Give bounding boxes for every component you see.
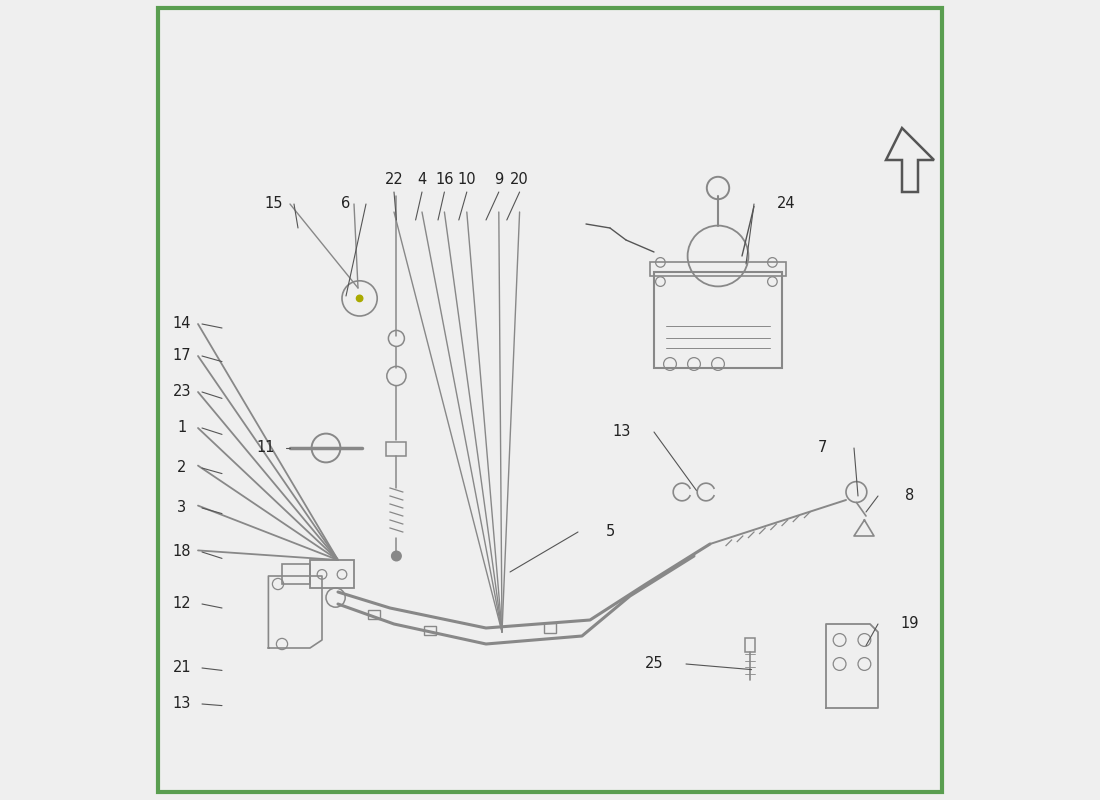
- Bar: [367, 610, 381, 619]
- Text: 22: 22: [385, 173, 404, 187]
- Text: 9: 9: [494, 173, 504, 187]
- Text: 7: 7: [817, 441, 827, 455]
- Bar: [650, 262, 786, 276]
- Text: 14: 14: [173, 317, 191, 331]
- Bar: [745, 638, 755, 652]
- Text: 18: 18: [173, 545, 191, 559]
- Bar: [654, 272, 782, 368]
- Text: 15: 15: [265, 197, 284, 211]
- Text: 6: 6: [341, 197, 351, 211]
- Text: 10: 10: [458, 173, 476, 187]
- Text: 5: 5: [605, 525, 615, 539]
- Text: 12: 12: [173, 597, 191, 611]
- Text: 13: 13: [173, 697, 191, 711]
- Text: 4: 4: [417, 173, 427, 187]
- Text: 3: 3: [177, 501, 187, 515]
- Text: 20: 20: [510, 173, 529, 187]
- Text: 2: 2: [177, 461, 187, 475]
- Bar: [543, 623, 557, 633]
- Bar: [424, 626, 437, 635]
- Bar: [282, 564, 310, 584]
- Text: 17: 17: [173, 349, 191, 363]
- Text: 19: 19: [901, 617, 920, 631]
- Text: 21: 21: [173, 661, 191, 675]
- Text: 1: 1: [177, 421, 187, 435]
- Text: 24: 24: [777, 197, 795, 211]
- Text: 8: 8: [905, 489, 914, 503]
- Text: 23: 23: [173, 385, 191, 399]
- Text: 16: 16: [436, 173, 453, 187]
- Text: 25: 25: [645, 657, 663, 671]
- Circle shape: [392, 551, 402, 561]
- Bar: [386, 442, 406, 456]
- Bar: [310, 560, 354, 588]
- Text: 13: 13: [613, 425, 631, 439]
- Circle shape: [356, 295, 363, 302]
- Text: 11: 11: [256, 441, 275, 455]
